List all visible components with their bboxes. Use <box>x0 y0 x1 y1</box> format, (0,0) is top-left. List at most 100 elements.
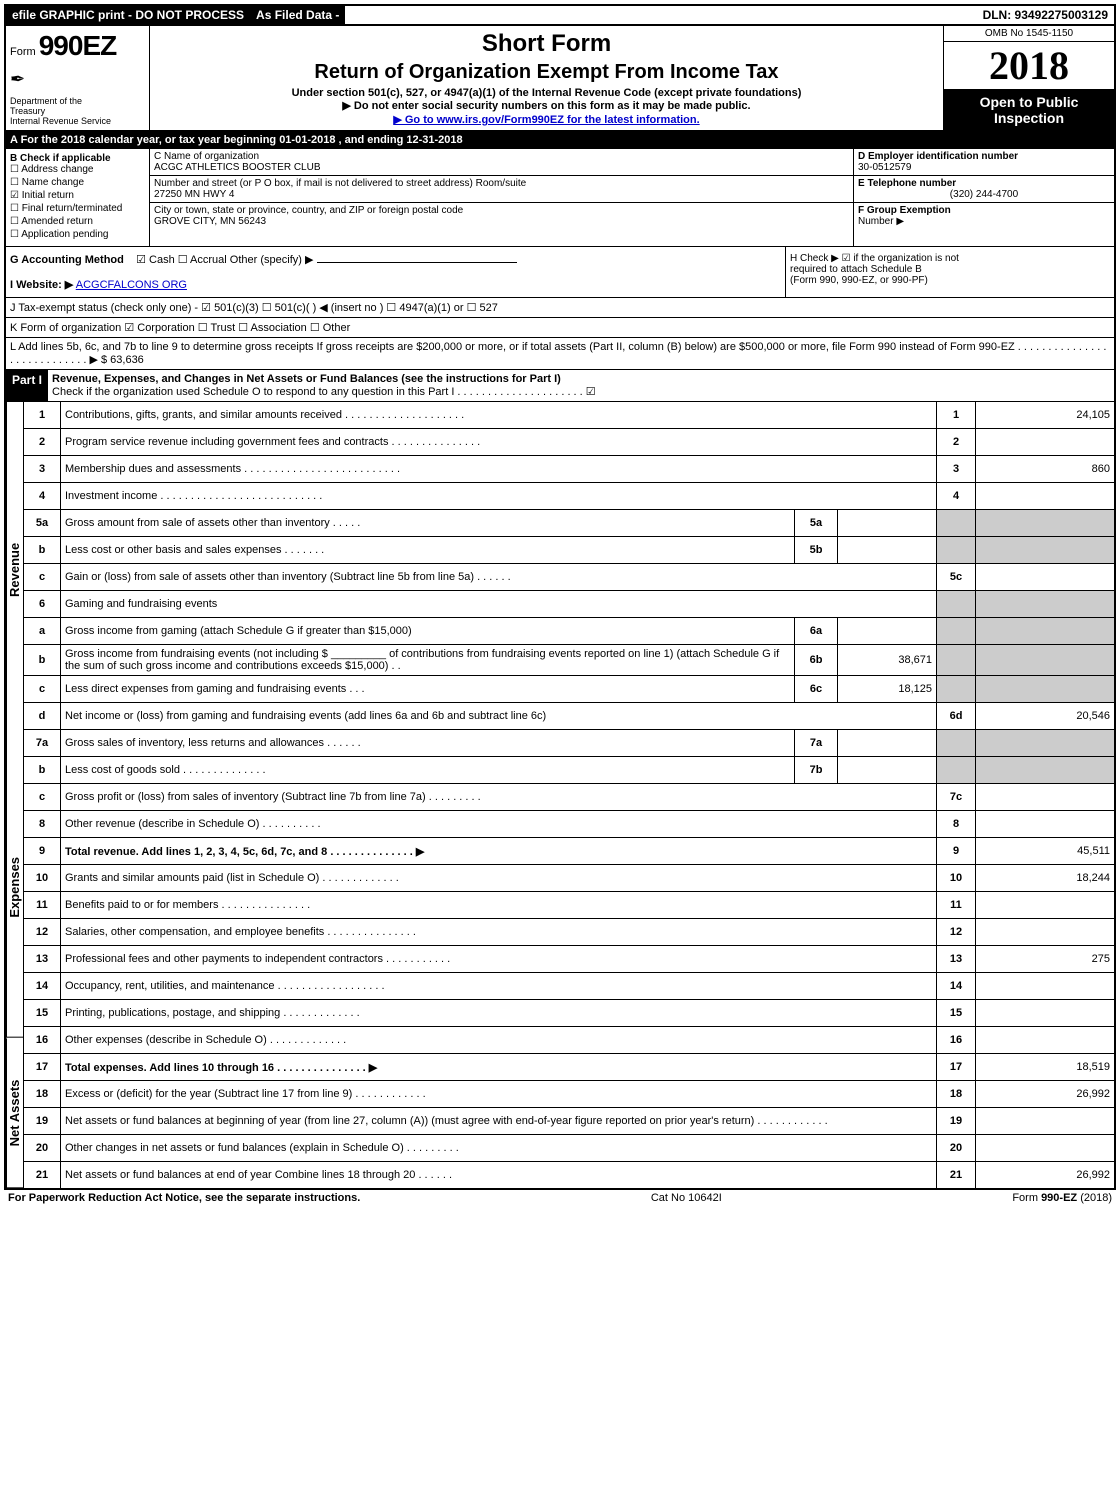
d-ein: D Employer identification number 30-0512… <box>854 149 1114 176</box>
chk-name[interactable]: ☐ Name change <box>10 177 145 188</box>
ein-value: 30-0512579 <box>858 162 911 173</box>
part1-title-text: Revenue, Expenses, and Changes in Net As… <box>52 373 561 385</box>
line-20: 20Other changes in net assets or fund ba… <box>24 1135 1114 1162</box>
c-addr-label: Number and street (or P O box, if mail i… <box>154 178 526 189</box>
row-j: J Tax-exempt status (check only one) - ☑… <box>6 298 1114 318</box>
main-title: Return of Organization Exempt From Incom… <box>160 61 933 84</box>
tel-value: (320) 244-4700 <box>858 189 1110 200</box>
title-center: Short Form Return of Organization Exempt… <box>150 26 943 130</box>
line-3: 3Membership dues and assessments . . . .… <box>24 456 1114 483</box>
title-row: Form 990EZ ✒ Department of the Treasury … <box>6 26 1114 132</box>
line-15: 15Printing, publications, postage, and s… <box>24 1000 1114 1027</box>
part1-check: Check if the organization used Schedule … <box>52 386 596 398</box>
h-line3: (Form 990, 990-EZ, or 990-PF) <box>790 275 1110 286</box>
dept-line3: Internal Revenue Service <box>10 116 145 126</box>
netassets-label: Net Assets <box>6 1038 23 1188</box>
line-13: 13Professional fees and other payments t… <box>24 946 1114 973</box>
as-filed-label: As Filed Data - <box>250 6 345 24</box>
line-17: 17Total expenses. Add lines 10 through 1… <box>24 1054 1114 1081</box>
line-14: 14Occupancy, rent, utilities, and mainte… <box>24 973 1114 1000</box>
section-bcd: B Check if applicable ☐ Address change ☐… <box>6 149 1114 247</box>
l-text: L Add lines 5b, 6c, and 7b to line 9 to … <box>10 341 1106 366</box>
line-2: 2Program service revenue including gover… <box>24 429 1114 456</box>
c-name-cell: C Name of organization ACGC ATHLETICS BO… <box>150 149 853 176</box>
column-c-org: C Name of organization ACGC ATHLETICS BO… <box>150 149 853 246</box>
chk-address[interactable]: ☐ Address change <box>10 164 145 175</box>
part1-label: Part I <box>6 370 48 401</box>
line-21: 21Net assets or fund balances at end of … <box>24 1162 1114 1189</box>
c-name-label: C Name of organization <box>154 151 259 162</box>
c-addr-cell: Number and street (or P O box, if mail i… <box>150 176 853 203</box>
line-9: 9Total revenue. Add lines 1, 2, 3, 4, 5c… <box>24 838 1114 865</box>
row-gh: G Accounting Method ☑ Cash ☐ Accrual Oth… <box>6 247 1114 298</box>
g-options[interactable]: ☑ Cash ☐ Accrual Other (specify) ▶ <box>136 254 313 266</box>
part1-title: Revenue, Expenses, and Changes in Net As… <box>48 370 1114 401</box>
d-tel: E Telephone number (320) 244-4700 <box>854 176 1114 203</box>
line-1: 1Contributions, gifts, grants, and simil… <box>24 402 1114 429</box>
lines-container: Revenue Expenses Net Assets 1Contributio… <box>6 402 1114 1188</box>
line-4: 4Investment income . . . . . . . . . . .… <box>24 483 1114 510</box>
g-accounting: G Accounting Method ☑ Cash ☐ Accrual Oth… <box>6 247 785 297</box>
org-city: GROVE CITY, MN 56243 <box>154 216 266 227</box>
chk-final[interactable]: ☐ Final return/terminated <box>10 203 145 214</box>
chk-application[interactable]: ☐ Application pending <box>10 229 145 240</box>
h-line2: required to attach Schedule B <box>790 264 1110 275</box>
dln-label: DLN: 93492275003129 <box>977 6 1114 24</box>
short-form-title: Short Form <box>160 30 933 58</box>
line-16: 16Other expenses (describe in Schedule O… <box>24 1027 1114 1054</box>
revenue-label: Revenue <box>6 402 23 738</box>
lines-table: 1Contributions, gifts, grants, and simil… <box>24 402 1114 1188</box>
dept-text: Department of the Treasury Internal Reve… <box>10 96 145 126</box>
ein-label: D Employer identification number <box>858 151 1018 162</box>
b-label: B Check if applicable <box>10 153 111 164</box>
group-number: Number ▶ <box>858 216 904 227</box>
d-group: F Group Exemption Number ▶ <box>854 203 1114 229</box>
omb-number: OMB No 1545-1150 <box>944 26 1114 42</box>
c-city-label: City or town, state or province, country… <box>154 205 463 216</box>
footer-mid: Cat No 10642I <box>651 1192 722 1204</box>
line-6a: aGross income from gaming (attach Schedu… <box>24 618 1114 645</box>
under-section: Under section 501(c), 527, or 4947(a)(1)… <box>160 87 933 99</box>
line-6c: cLess direct expenses from gaming and fu… <box>24 676 1114 703</box>
c-city-cell: City or town, state or province, country… <box>150 203 853 229</box>
line-5a: 5aGross amount from sale of assets other… <box>24 510 1114 537</box>
line-6d: dNet income or (loss) from gaming and fu… <box>24 703 1114 730</box>
tax-year: 2018 <box>944 42 1114 90</box>
ssn-warning: ▶ Do not enter social security numbers o… <box>160 99 933 112</box>
line-19: 19Net assets or fund balances at beginni… <box>24 1108 1114 1135</box>
form-label: Form <box>10 46 36 58</box>
form-number-box: Form 990EZ ✒ Department of the Treasury … <box>6 26 150 130</box>
line-7b: bLess cost of goods sold . . . . . . . .… <box>24 757 1114 784</box>
line-7c: cGross profit or (loss) from sales of in… <box>24 784 1114 811</box>
row-k: K Form of organization ☑ Corporation ☐ T… <box>6 318 1114 338</box>
chk-amended[interactable]: ☐ Amended return <box>10 216 145 227</box>
footer-left: For Paperwork Reduction Act Notice, see … <box>8 1192 360 1204</box>
h-schedule-b: H Check ▶ ☑ if the organization is not r… <box>785 247 1114 297</box>
g-label: G Accounting Method <box>10 254 124 266</box>
efile-label: efile GRAPHIC print - DO NOT PROCESS <box>6 6 250 24</box>
tel-label: E Telephone number <box>858 178 956 189</box>
form-number: 990EZ <box>39 30 117 61</box>
row-a: A For the 2018 calendar year, or tax yea… <box>6 132 1114 149</box>
line-10: 10Grants and similar amounts paid (list … <box>24 865 1114 892</box>
chk-initial[interactable]: ☑ Initial return <box>10 190 145 201</box>
org-address: 27250 MN HWY 4 <box>154 189 234 200</box>
line-12: 12Salaries, other compensation, and empl… <box>24 919 1114 946</box>
line-7a: 7aGross sales of inventory, less returns… <box>24 730 1114 757</box>
i-label: I Website: ▶ <box>10 279 73 291</box>
line-6b: bGross income from fundraising events (n… <box>24 645 1114 676</box>
org-name: ACGC ATHLETICS BOOSTER CLUB <box>154 162 321 173</box>
irs-link[interactable]: ▶ Go to www.irs.gov/Form990EZ for the la… <box>393 114 699 126</box>
form-container: efile GRAPHIC print - DO NOT PROCESS As … <box>4 4 1116 1190</box>
dept-line1: Department of the <box>10 96 145 106</box>
part1-header-row: Part I Revenue, Expenses, and Changes in… <box>6 370 1114 402</box>
row-l: L Add lines 5b, 6c, and 7b to line 9 to … <box>6 338 1114 370</box>
website-link[interactable]: ACGCFALCONS ORG <box>76 279 187 291</box>
dept-line2: Treasury <box>10 106 145 116</box>
group-label: F Group Exemption <box>858 205 951 216</box>
year-box: OMB No 1545-1150 2018 Open to Public Ins… <box>943 26 1114 130</box>
line-5b: bLess cost or other basis and sales expe… <box>24 537 1114 564</box>
line-18: 18Excess or (deficit) for the year (Subt… <box>24 1081 1114 1108</box>
line-11: 11Benefits paid to or for members . . . … <box>24 892 1114 919</box>
expenses-label: Expenses <box>6 738 23 1038</box>
